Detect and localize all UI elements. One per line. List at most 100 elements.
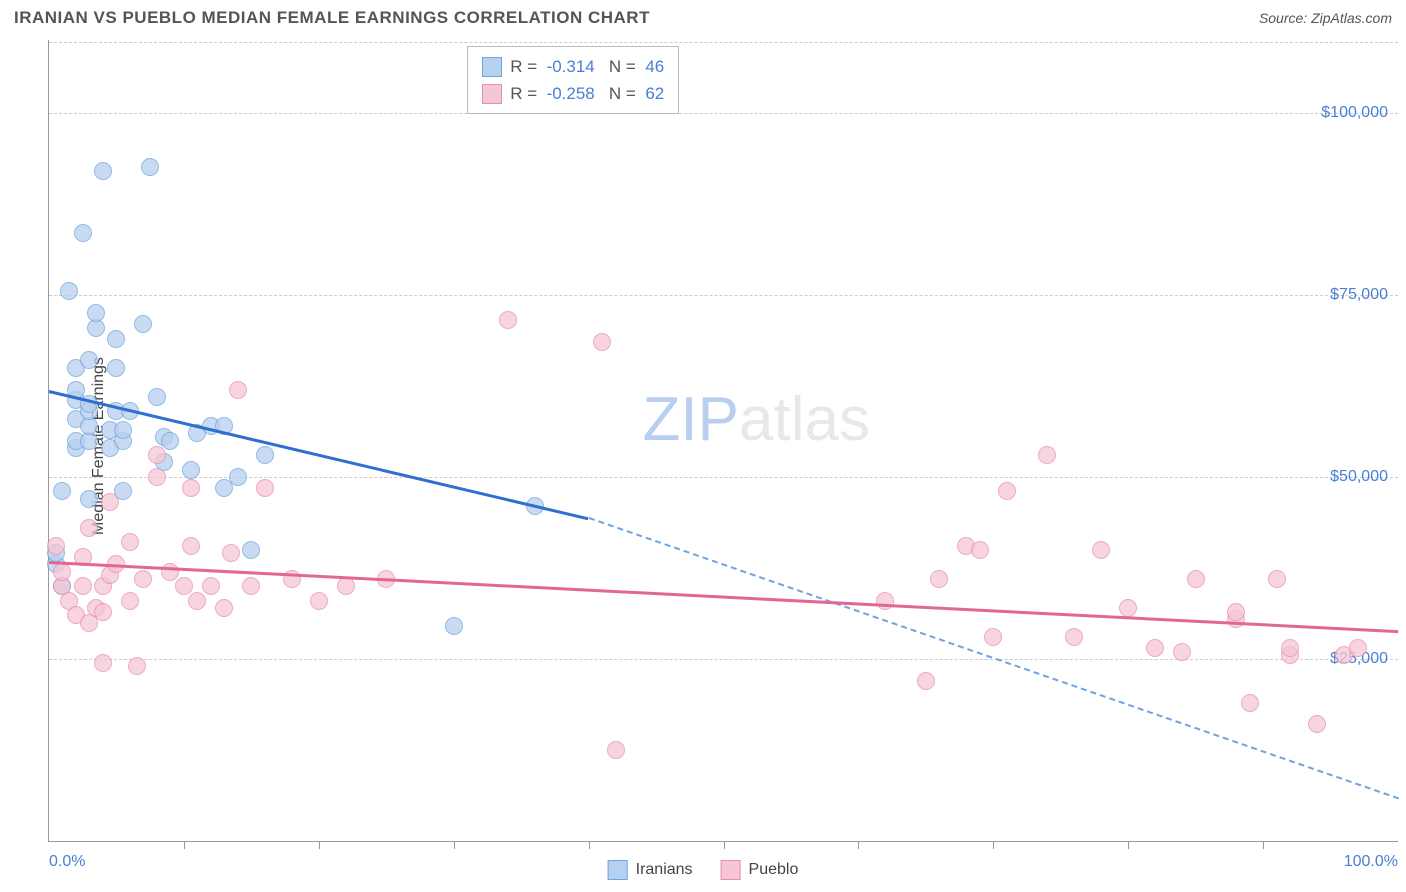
- data-point: [222, 544, 240, 562]
- data-point: [47, 537, 65, 555]
- data-point: [60, 282, 78, 300]
- data-point: [1146, 639, 1164, 657]
- data-point: [80, 351, 98, 369]
- gridline: [49, 42, 1398, 43]
- legend-item: Pueblo: [721, 860, 799, 880]
- data-point: [1268, 570, 1286, 588]
- data-point: [229, 468, 247, 486]
- stats-text: R = -0.258 N = 62: [510, 80, 664, 107]
- data-point: [310, 592, 328, 610]
- scatter-chart: ZIPatlas $25,000$50,000$75,000$100,0000.…: [48, 40, 1398, 842]
- data-point: [121, 592, 139, 610]
- data-point: [114, 421, 132, 439]
- data-point: [148, 468, 166, 486]
- x-min-label: 0.0%: [49, 853, 85, 871]
- data-point: [1241, 694, 1259, 712]
- x-tick: [993, 841, 994, 849]
- gridline: [49, 477, 1398, 478]
- data-point: [202, 577, 220, 595]
- data-point: [593, 333, 611, 351]
- data-point: [141, 158, 159, 176]
- data-point: [984, 628, 1002, 646]
- data-point: [215, 599, 233, 617]
- y-tick-label: $75,000: [1330, 286, 1388, 304]
- data-point: [161, 432, 179, 450]
- legend-item: Iranians: [608, 860, 693, 880]
- data-point: [242, 577, 260, 595]
- legend-label: Pueblo: [749, 861, 799, 879]
- watermark-part2: atlas: [739, 385, 870, 454]
- data-point: [80, 519, 98, 537]
- x-tick: [589, 841, 590, 849]
- series-swatch: [482, 57, 502, 77]
- data-point: [188, 592, 206, 610]
- data-point: [80, 490, 98, 508]
- stats-row: R = -0.314 N = 46: [482, 53, 664, 80]
- series-swatch: [721, 860, 741, 880]
- chart-title: IRANIAN VS PUEBLO MEDIAN FEMALE EARNINGS…: [14, 8, 650, 28]
- legend-label: Iranians: [636, 861, 693, 879]
- data-point: [134, 570, 152, 588]
- gridline: [49, 659, 1398, 660]
- x-tick: [454, 841, 455, 849]
- data-point: [94, 654, 112, 672]
- gridline: [49, 295, 1398, 296]
- data-point: [242, 541, 260, 559]
- data-point: [121, 533, 139, 551]
- x-tick: [1263, 841, 1264, 849]
- data-point: [175, 577, 193, 595]
- data-point: [1038, 446, 1056, 464]
- data-point: [607, 741, 625, 759]
- data-point: [94, 162, 112, 180]
- data-point: [917, 672, 935, 690]
- series-swatch: [608, 860, 628, 880]
- data-point: [107, 330, 125, 348]
- gridline: [49, 113, 1398, 114]
- data-point: [182, 461, 200, 479]
- data-point: [499, 311, 517, 329]
- data-point: [256, 479, 274, 497]
- data-point: [1119, 599, 1137, 617]
- data-point: [74, 224, 92, 242]
- data-point: [1349, 639, 1367, 657]
- data-point: [148, 388, 166, 406]
- data-point: [53, 482, 71, 500]
- data-point: [87, 304, 105, 322]
- data-point: [337, 577, 355, 595]
- data-point: [94, 603, 112, 621]
- source-attribution: Source: ZipAtlas.com: [1259, 10, 1392, 26]
- y-tick-label: $100,000: [1321, 104, 1388, 122]
- x-max-label: 100.0%: [1344, 853, 1398, 871]
- data-point: [256, 446, 274, 464]
- data-point: [930, 570, 948, 588]
- data-point: [229, 381, 247, 399]
- data-point: [182, 479, 200, 497]
- trend-line: [49, 390, 589, 520]
- data-point: [1065, 628, 1083, 646]
- stats-box: R = -0.314 N = 46 R = -0.258 N = 62: [467, 46, 679, 114]
- data-point: [1308, 715, 1326, 733]
- x-tick: [724, 841, 725, 849]
- data-point: [53, 563, 71, 581]
- data-point: [1227, 603, 1245, 621]
- data-point: [74, 577, 92, 595]
- legend: Iranians Pueblo: [608, 860, 799, 880]
- data-point: [445, 617, 463, 635]
- data-point: [134, 315, 152, 333]
- x-tick: [858, 841, 859, 849]
- data-point: [161, 563, 179, 581]
- stats-row: R = -0.258 N = 62: [482, 80, 664, 107]
- data-point: [128, 657, 146, 675]
- data-point: [107, 359, 125, 377]
- data-point: [1092, 541, 1110, 559]
- stats-text: R = -0.314 N = 46: [510, 53, 664, 80]
- y-tick-label: $50,000: [1330, 468, 1388, 486]
- x-tick: [319, 841, 320, 849]
- data-point: [998, 482, 1016, 500]
- data-point: [101, 493, 119, 511]
- data-point: [971, 541, 989, 559]
- watermark: ZIPatlas: [643, 384, 870, 455]
- data-point: [1173, 643, 1191, 661]
- x-tick: [1128, 841, 1129, 849]
- data-point: [182, 537, 200, 555]
